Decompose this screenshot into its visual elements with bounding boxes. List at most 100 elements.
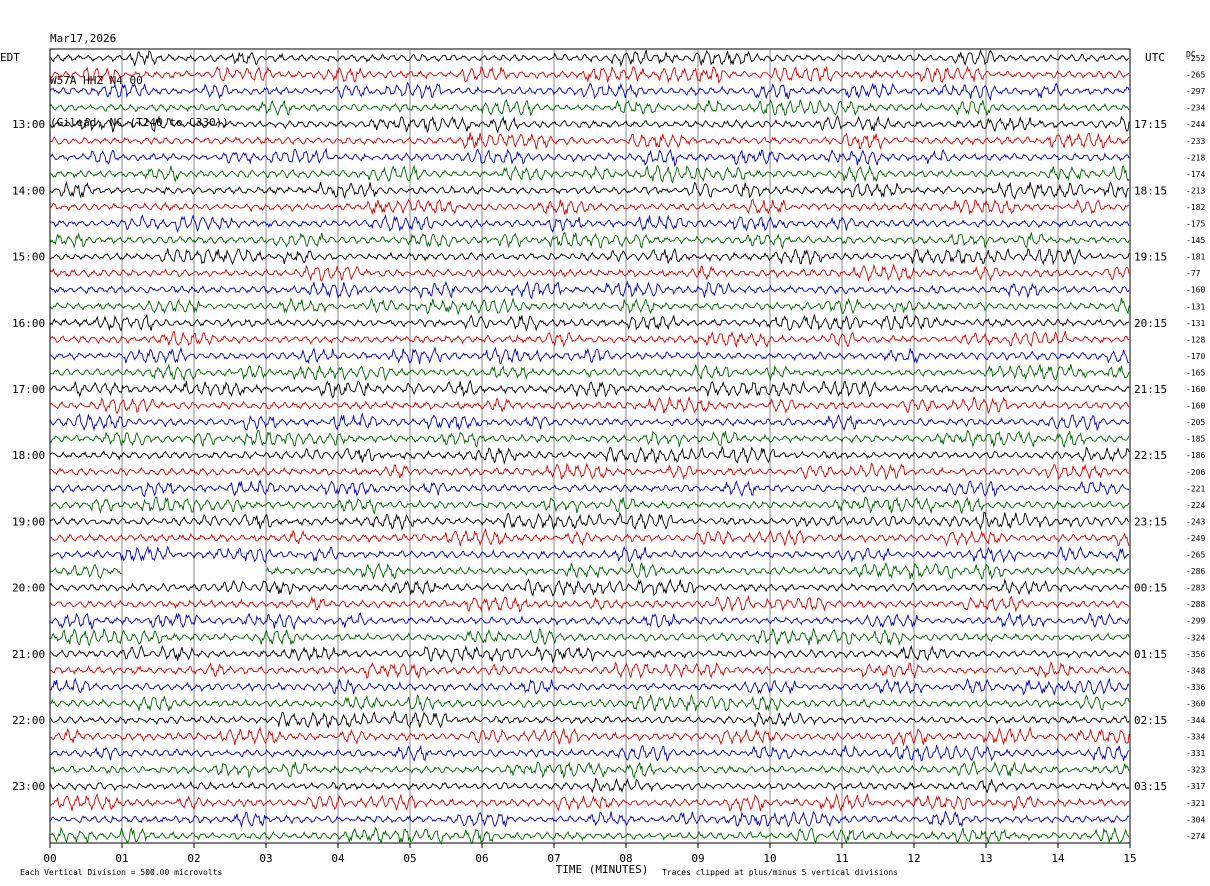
seismic-trace (49, 527, 1130, 547)
seismic-trace (49, 445, 1130, 465)
seismic-trace (49, 777, 1130, 794)
edt-hour-label: 22:00 (12, 714, 45, 727)
edt-hour-label: 16:00 (12, 317, 45, 330)
seismic-trace (49, 627, 1130, 647)
seismic-trace (49, 81, 1130, 101)
seismic-trace (49, 65, 1130, 84)
seismic-trace (49, 181, 1130, 200)
x-tick-label: 06 (475, 852, 488, 865)
x-tick-label: 13 (979, 852, 992, 865)
chart-header: Mar17,2026 W57A HHZ N4 00 (Gilead, NC (T… (50, 4, 229, 144)
seismic-trace (49, 726, 1130, 747)
seismic-trace (49, 330, 1130, 349)
seismic-trace (49, 247, 1130, 266)
dc-offset-label: -243 (1186, 517, 1205, 526)
dc-offset-label: -331 (1186, 749, 1205, 758)
seismic-trace (49, 545, 1130, 564)
date-label: Mar17,2026 (50, 32, 117, 45)
seismic-trace (49, 611, 1130, 631)
utc-hour-label: 17:15 (1134, 118, 1167, 131)
utc-hour-label: 00:15 (1134, 582, 1167, 595)
plot-frame (49, 48, 1131, 844)
seismic-trace (49, 99, 1130, 117)
dc-offset-label: -334 (1186, 733, 1205, 742)
dc-offset-label: -175 (1186, 220, 1205, 229)
seismic-trace (49, 49, 1130, 68)
seismic-trace (49, 263, 1130, 282)
axis-labels: 00 01 02 03 04 05 06 07 08 09 10 11 12 13 14 15 -252 -265… (0, 50, 1205, 877)
dc-offset-label: -304 (1186, 815, 1205, 824)
dc-offset-label: -206 (1186, 468, 1205, 477)
dc-offset-label: -324 (1186, 633, 1205, 642)
dc-offset-label: -233 (1186, 137, 1205, 146)
dc-offset-label: -174 (1186, 170, 1205, 179)
dc-offset-label: -336 (1186, 683, 1205, 692)
x-tick-label: 07 (547, 852, 560, 865)
dc-offset-label: -244 (1186, 120, 1205, 129)
dc-offset-label: -249 (1186, 534, 1205, 543)
utc-hour-label: 22:15 (1134, 449, 1167, 462)
seismic-trace (49, 430, 1130, 449)
seismic-trace (49, 677, 1130, 696)
dc-offset-label: -128 (1186, 335, 1205, 344)
x-tick-label: 08 (619, 852, 632, 865)
seismic-trace (49, 114, 1130, 134)
dc-offset-label: -205 (1186, 418, 1205, 427)
dc-offset-label: -160 (1186, 402, 1205, 411)
seismic-trace (49, 744, 1130, 762)
x-tick-label: 00 (43, 852, 56, 865)
x-tick-label: 14 (1051, 852, 1065, 865)
traces (49, 49, 1130, 845)
dc-offset-label: -252 (1186, 54, 1205, 63)
scale-note: Each Vertical Division = 500.00 microvol… (20, 868, 222, 877)
edt-hour-label: 18:00 (12, 449, 45, 462)
seismic-trace (49, 198, 1130, 216)
utc-axis-label: UTC (1145, 51, 1165, 64)
dc-offset-label: -221 (1186, 484, 1205, 493)
dc-offset-label: -160 (1186, 385, 1205, 394)
dc-offset-label: -224 (1186, 501, 1205, 510)
edt-hour-label: 19:00 (12, 515, 45, 528)
dc-offset-label: -348 (1186, 666, 1205, 675)
utc-hour-label: 02:15 (1134, 714, 1167, 727)
seismic-trace (49, 164, 1130, 184)
dc-offset-label: -182 (1186, 203, 1205, 212)
dc-offset-label: -288 (1186, 600, 1205, 609)
seismic-trace (49, 496, 1130, 515)
seismic-trace (49, 810, 1130, 828)
utc-hour-label: 23:15 (1134, 515, 1167, 528)
edt-axis-label: EDT (0, 51, 20, 64)
seismic-trace (49, 511, 1130, 532)
x-tick-label: 05 (403, 852, 416, 865)
edt-hour-label: 14:00 (12, 184, 45, 197)
dc-offset-label: -356 (1186, 650, 1205, 659)
dc-offset-label: -186 (1186, 451, 1205, 460)
dc-offset-label: -299 (1186, 617, 1205, 626)
dc-offset-label: -160 (1186, 286, 1205, 295)
seismic-trace (49, 412, 1130, 432)
edt-hour-label: 13:00 (12, 118, 45, 131)
seismic-trace (49, 478, 1130, 498)
edt-hour-label: 20:00 (12, 582, 45, 595)
seismic-trace (49, 578, 1130, 597)
edt-hour-label: 21:00 (12, 648, 45, 661)
grid (49, 48, 1131, 848)
seismic-trace (49, 462, 1130, 481)
dc-offset-label: -77 (1186, 269, 1201, 278)
dc-offset-label: -323 (1186, 766, 1205, 775)
seismic-trace (49, 561, 1130, 581)
utc-hour-label: 20:15 (1134, 317, 1167, 330)
seismic-trace (49, 710, 1130, 729)
dc-header-label: DC (1186, 50, 1196, 59)
utc-hour-label: 03:15 (1134, 780, 1167, 793)
utc-hour-label: 18:15 (1134, 184, 1167, 197)
edt-hour-label: 17:00 (12, 383, 45, 396)
dc-offset-label: -170 (1186, 352, 1205, 361)
dc-offset-label: -218 (1186, 153, 1205, 162)
dc-offset-label: -185 (1186, 435, 1205, 444)
x-tick-label: 10 (763, 852, 776, 865)
dc-offset-label: -321 (1186, 799, 1205, 808)
seismic-trace (49, 395, 1130, 415)
seismic-trace (49, 760, 1130, 780)
